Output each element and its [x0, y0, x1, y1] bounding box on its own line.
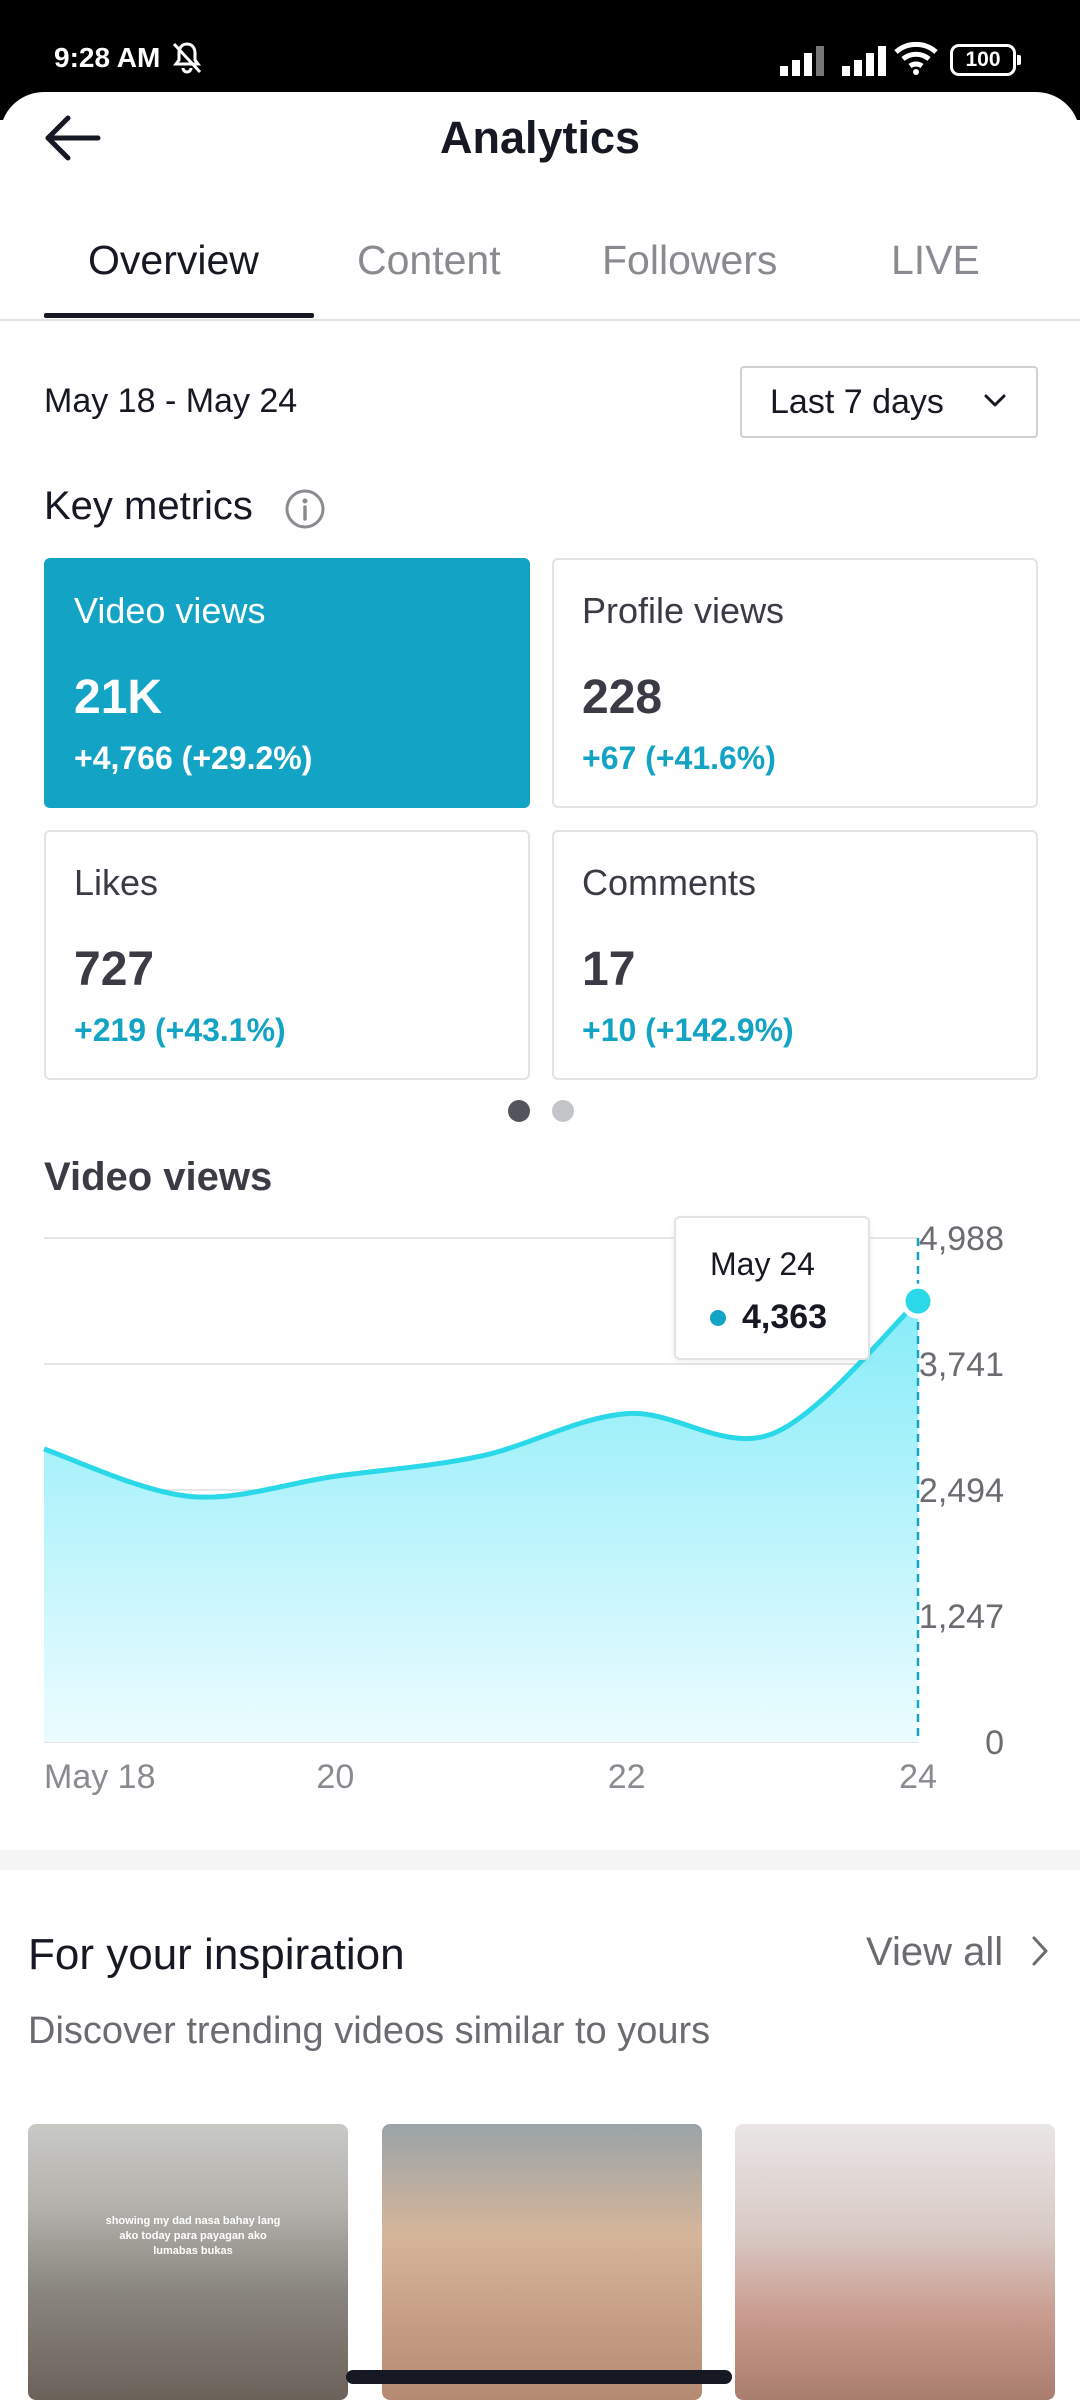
tooltip-value: 4,363 [742, 1298, 828, 1336]
inspiration-heading: For your inspiration [28, 1930, 405, 1979]
cell-signal-icon-2 [842, 46, 886, 76]
view-all-link[interactable]: View all [866, 1930, 1004, 1974]
cell-signal-icon [780, 46, 824, 76]
active-tab-indicator [44, 313, 314, 318]
tab-content[interactable]: Content [357, 237, 501, 283]
video-views-chart[interactable]: 0 1,247 2,494 3,741 4,988 May 18 20 22 24 [0, 1200, 1080, 1820]
inspiration-subtitle: Discover trending videos similar to your… [28, 2010, 711, 2052]
metric-value: 727 [74, 943, 155, 996]
date-range-dropdown-value: Last 7 days [770, 383, 944, 421]
metric-card-profile-views[interactable]: Profile views 228 +67 (+41.6%) [552, 558, 1038, 808]
metric-delta-text: +67 (+41.6%) [582, 740, 776, 776]
page-sheet [0, 92, 1080, 2400]
y-tick-label: 3,741 [919, 1346, 1004, 1384]
tab-followers[interactable]: Followers [602, 237, 778, 283]
metric-card-video-views[interactable]: Video views 21K +4,766 (+29.2%) [44, 558, 530, 808]
page-title: Analytics [439, 112, 641, 163]
tab-live[interactable]: LIVE [891, 237, 980, 283]
metric-delta: +219 (+43.1%) [74, 1012, 299, 1049]
metric-delta-text: +10 (+142.9%) [582, 1012, 794, 1048]
wifi-icon [894, 41, 938, 75]
metric-card-likes[interactable]: Likes 727 +219 (+43.1%) [44, 830, 530, 1080]
tab-overview[interactable]: Overview [88, 237, 259, 283]
chevron-down-icon [984, 394, 1006, 407]
date-range-label: May 18 - May 24 [44, 382, 298, 420]
date-range-dropdown[interactable]: Last 7 days [740, 366, 1038, 438]
muted-bell-icon [172, 42, 202, 74]
x-tick-label: 22 [608, 1758, 646, 1796]
app-header: Analytics [0, 92, 1080, 184]
key-metrics-heading: Key metrics [44, 484, 253, 528]
home-indicator[interactable] [346, 2370, 732, 2384]
inspiration-video-thumbnail[interactable]: showing my dad nasa bahay lang ako today… [28, 2124, 348, 2400]
selected-data-point [900, 1283, 936, 1319]
y-tick-label: 4,988 [919, 1220, 1004, 1258]
chart-tooltip: May 24 4,363 [674, 1216, 870, 1360]
y-tick-label: 2,494 [919, 1472, 1004, 1510]
battery-indicator: 100 [950, 44, 1021, 76]
pager-dot-active[interactable] [508, 1100, 530, 1122]
metric-delta: +10 (+142.9%) [582, 1012, 807, 1049]
y-tick-label: 1,247 [919, 1598, 1004, 1636]
x-tick-label: 24 [899, 1758, 937, 1796]
tooltip-series-dot [710, 1310, 726, 1326]
tab-bar: Overview Content Followers LIVE [0, 225, 1080, 321]
back-arrow-icon[interactable] [40, 110, 106, 166]
metric-value: 21K [74, 671, 163, 724]
chevron-right-icon[interactable] [1030, 1934, 1050, 1968]
x-tick-label: 20 [316, 1758, 354, 1796]
metric-delta-text: +4,766 (+29.2%) [74, 740, 313, 776]
metric-label: Comments [582, 862, 757, 903]
thumbnail-caption: showing my dad nasa bahay lang ako today… [105, 2215, 281, 2257]
section-divider [0, 1850, 1080, 1870]
metric-delta: +4,766 (+29.2%) [74, 740, 325, 777]
metric-delta: +67 (+41.6%) [582, 740, 789, 777]
status-time: 9:28 AM [54, 42, 161, 73]
info-icon[interactable] [284, 488, 326, 530]
pager-dot[interactable] [552, 1100, 574, 1122]
x-tick-label: May 18 [44, 1758, 156, 1796]
metric-card-comments[interactable]: Comments 17 +10 (+142.9%) [552, 830, 1038, 1080]
metric-label: Likes [74, 862, 159, 903]
metric-label: Profile views [582, 590, 785, 631]
inspiration-video-thumbnail[interactable] [735, 2124, 1055, 2400]
series-line [43, 1299, 920, 1500]
metric-value: 17 [582, 943, 636, 996]
metric-label: Video views [74, 590, 266, 631]
y-tick-label: 0 [985, 1724, 1004, 1762]
tooltip-date: May 24 [710, 1246, 815, 1282]
metric-delta-text: +219 (+43.1%) [74, 1012, 286, 1048]
metric-value: 228 [582, 671, 663, 724]
inspiration-video-thumbnail[interactable] [382, 2124, 702, 2400]
series-area [44, 1301, 918, 1742]
video-views-chart-title: Video views [44, 1155, 273, 1199]
